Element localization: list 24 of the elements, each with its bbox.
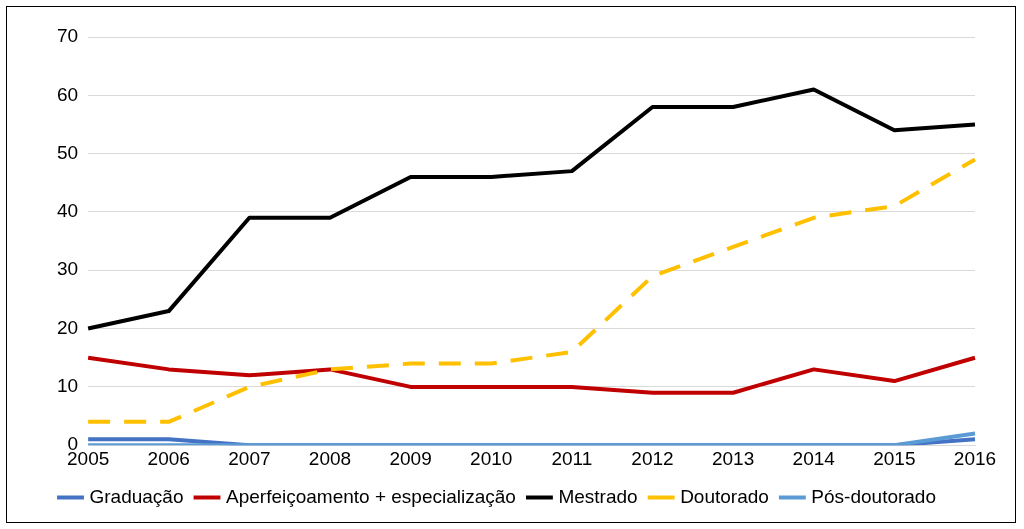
x-tick-label: 2011	[551, 447, 593, 469]
x-tick-label: 2012	[631, 447, 674, 469]
line-series	[86, 157, 977, 424]
y-tick-label: 40	[56, 200, 79, 222]
x-tick-label: 2009	[389, 447, 432, 469]
x-tick-label: 2016	[953, 447, 997, 469]
x-tick-label: 2007	[228, 447, 271, 469]
x-tick-label: 2008	[308, 447, 352, 469]
legend-label: Graduação	[89, 485, 184, 507]
x-tick-label: 2014	[792, 447, 836, 469]
y-tick-label: 30	[56, 258, 79, 280]
x-tick-label: 2013	[711, 447, 755, 469]
legend-label: Doutorado	[680, 485, 769, 507]
y-tick-label: 20	[56, 316, 79, 338]
x-tick-label: 2015	[873, 447, 916, 469]
legend-label: Pós-doutorado	[811, 485, 937, 507]
legend-label: Mestrado	[558, 485, 638, 507]
legend-label: Aperfeiçoamento + especialização	[226, 485, 516, 507]
y-tick-label: 70	[56, 25, 79, 47]
y-tick-label: 60	[56, 83, 79, 105]
y-tick-label: 10	[56, 375, 79, 397]
x-tick-label: 2006	[147, 447, 190, 469]
y-tick-label: 50	[56, 141, 79, 163]
x-tick-label: 2010	[470, 447, 513, 469]
